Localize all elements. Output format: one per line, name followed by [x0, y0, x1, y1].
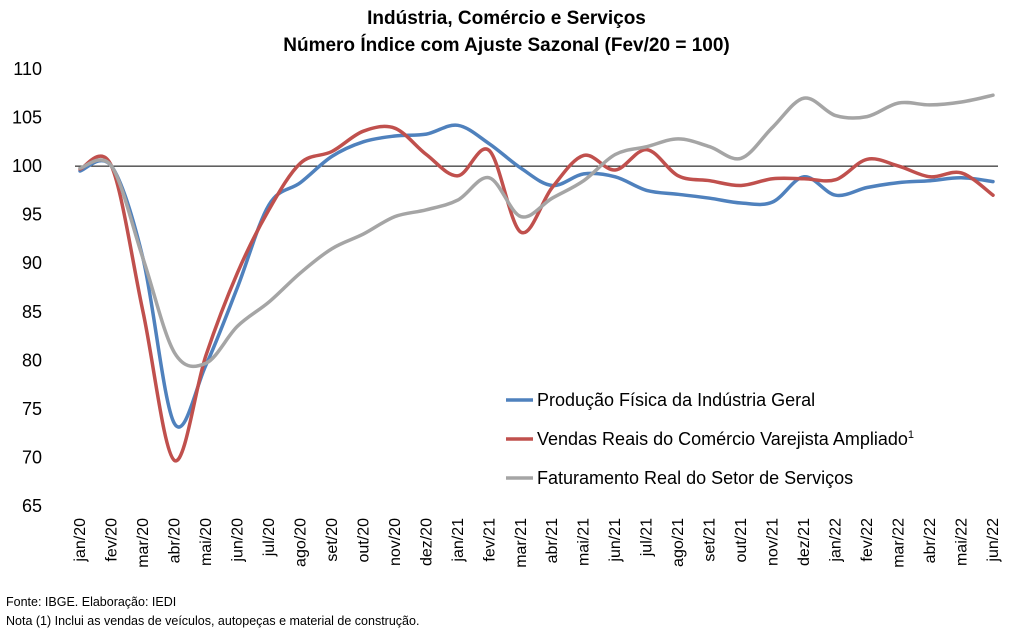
- legend-superscript: 1: [908, 429, 914, 441]
- footnote: Nota (1) Inclui as vendas de veículos, a…: [6, 614, 420, 628]
- x-tick-label: mai/21: [576, 518, 593, 566]
- x-tick-label: nov/20: [387, 518, 404, 566]
- x-tick-label: mar/20: [135, 518, 152, 568]
- y-tick-label: 70: [22, 447, 42, 467]
- series-line-3: [78, 93, 995, 369]
- x-tick-label: mai/22: [954, 518, 971, 566]
- y-tick-label: 75: [22, 399, 42, 419]
- x-tick-label: dez/21: [796, 518, 813, 566]
- x-tick-label: jul/21: [639, 518, 656, 557]
- y-tick-label: 110: [13, 59, 42, 79]
- legend-label: Vendas Reais do Comércio Varejista Ampli…: [537, 429, 914, 449]
- chart-title: Indústria, Comércio e Serviços: [367, 8, 646, 29]
- x-axis-ticks: jan/20 fev/20 mar/20 abr/20 mai/20 jun/20 jul/…: [72, 518, 1002, 568]
- x-tick-label: mar/21: [513, 518, 530, 568]
- x-tick-label: jun/20: [229, 518, 246, 563]
- x-tick-label: out/21: [733, 518, 750, 563]
- x-tick-label: fev/22: [859, 518, 876, 562]
- legend: Produção Física da Indústria Geral Vendas…: [506, 390, 914, 488]
- x-tick-label: set/20: [324, 518, 341, 562]
- y-tick-label: 65: [22, 496, 42, 516]
- legend-label: Produção Física da Indústria Geral: [537, 390, 815, 410]
- x-tick-label: abr/22: [922, 518, 939, 563]
- chart-subtitle: Número Índice com Ajuste Sazonal (Fev/20…: [283, 35, 730, 56]
- x-tick-label: mai/20: [198, 518, 215, 566]
- x-tick-label: fev/20: [103, 518, 120, 562]
- x-tick-label: jan/22: [828, 518, 845, 563]
- y-tick-label: 85: [22, 302, 42, 322]
- x-tick-label: jul/20: [261, 518, 278, 557]
- series-line-2: [78, 124, 995, 463]
- series-layer: [78, 93, 995, 463]
- series-line-1: [78, 123, 995, 429]
- legend-label: Faturamento Real do Setor de Serviços: [537, 468, 853, 488]
- x-tick-label: jun/22: [985, 518, 1002, 563]
- x-tick-label: abr/21: [544, 518, 561, 563]
- x-tick-label: jan/21: [450, 518, 467, 563]
- y-tick-label: 90: [22, 253, 42, 273]
- x-tick-label: set/21: [702, 518, 719, 562]
- x-tick-label: jan/20: [72, 518, 89, 563]
- x-tick-label: dez/20: [418, 518, 435, 566]
- x-tick-label: out/20: [355, 518, 372, 563]
- y-axis-ticks: 65 70 75 80 85 90 95 100 105 110: [12, 59, 42, 516]
- y-tick-label: 105: [12, 108, 42, 128]
- x-tick-label: mar/22: [891, 518, 908, 568]
- x-tick-label: fev/21: [481, 518, 498, 562]
- y-tick-label: 100: [12, 156, 42, 176]
- x-tick-label: abr/20: [166, 518, 183, 563]
- source-note: Fonte: IBGE. Elaboração: IEDI: [6, 595, 177, 609]
- x-tick-label: nov/21: [765, 518, 782, 566]
- y-tick-label: 95: [22, 205, 42, 225]
- y-tick-label: 80: [22, 350, 42, 370]
- x-tick-label: ago/21: [670, 518, 687, 567]
- x-tick-label: ago/20: [292, 518, 309, 567]
- x-tick-label: jun/21: [607, 518, 624, 563]
